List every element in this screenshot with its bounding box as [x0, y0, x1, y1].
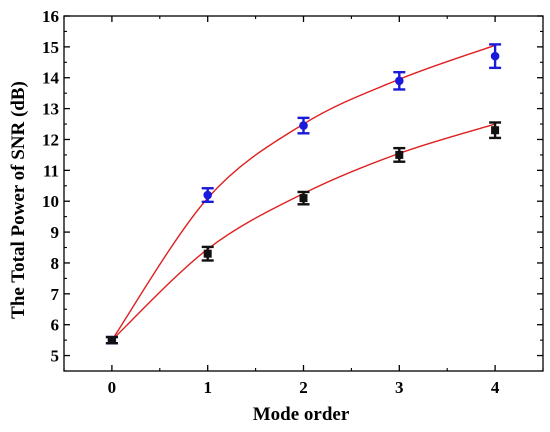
x-tick-label: 3	[395, 378, 404, 397]
x-tick-label: 0	[108, 378, 117, 397]
data-point-square	[203, 249, 212, 258]
fit-curve-series-0	[111, 44, 496, 341]
data-point-square	[491, 126, 500, 135]
x-tick-label: 2	[299, 378, 308, 397]
error-bars	[105, 43, 502, 345]
y-tick-label: 14	[42, 69, 60, 88]
data-point-square	[395, 150, 404, 159]
data-points	[107, 51, 500, 345]
y-tick-label: 7	[51, 285, 60, 304]
data-point-square	[107, 336, 116, 345]
y-tick-label: 15	[42, 38, 59, 57]
data-point-circle	[203, 190, 212, 200]
y-tick-label: 13	[42, 100, 59, 119]
data-point-circle	[395, 76, 404, 86]
x-axis-label: Mode order	[253, 404, 350, 425]
y-tick-label: 8	[51, 254, 60, 273]
y-axis-label: The Total Power of SNR (dB)	[8, 81, 29, 319]
x-tick-label: 4	[491, 378, 500, 397]
y-tick-label: 5	[51, 347, 60, 366]
y-tick-label: 16	[42, 7, 59, 26]
data-point-circle	[490, 51, 500, 61]
y-tick-label: 9	[51, 223, 60, 242]
y-tick-label: 11	[43, 161, 59, 180]
y-tick-label: 12	[42, 130, 59, 149]
data-point-square	[299, 194, 308, 203]
data-point-circle	[299, 121, 308, 130]
fit-curve-series-1	[111, 123, 496, 341]
y-tick-label: 6	[51, 316, 60, 335]
x-tick-label: 1	[203, 378, 212, 397]
y-tick-label: 10	[42, 192, 59, 211]
